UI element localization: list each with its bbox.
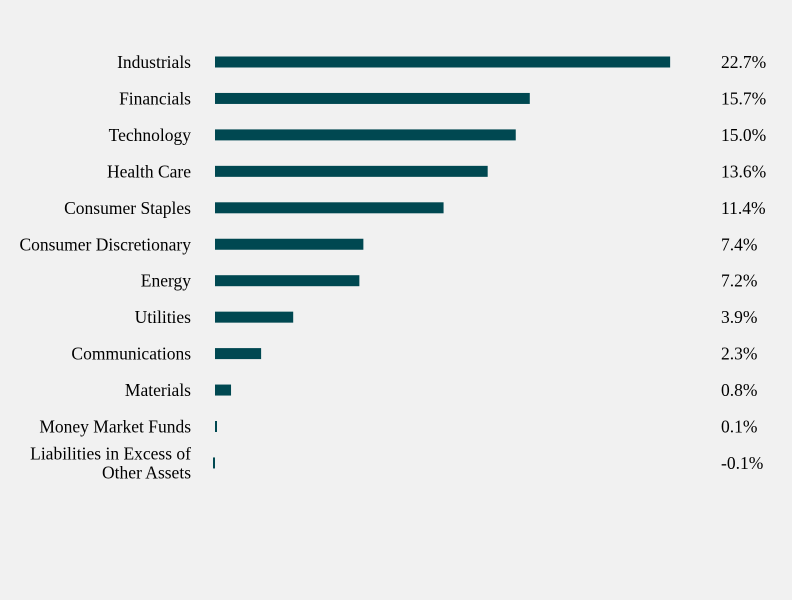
value-label-health-care: 13.6% xyxy=(721,161,766,181)
bar-liabilities-in-excess-of-other-assets xyxy=(212,457,215,469)
bar-health-care xyxy=(215,165,488,177)
bar-materials xyxy=(215,384,232,396)
bar-consumer-staples xyxy=(215,202,444,214)
category-label-line: Money Market Funds xyxy=(39,417,191,437)
value-label-liabilities-in-excess-of-other-assets: -0.1% xyxy=(721,453,763,473)
bar-money-market-funds xyxy=(215,421,218,432)
category-label-line: Consumer Staples xyxy=(64,198,191,218)
bar-consumer-discretionary xyxy=(215,238,364,250)
bar-financials xyxy=(215,92,530,104)
value-label-consumer-staples: 11.4% xyxy=(721,198,766,218)
category-label-line: Other Assets xyxy=(102,462,191,482)
category-label-utilities: Utilities xyxy=(135,307,192,327)
value-label-money-market-funds: 0.1% xyxy=(721,417,757,437)
category-label-liabilities-in-excess-of-other-assets: Liabilities in Excess of Other Assets xyxy=(30,443,191,482)
bar-communications xyxy=(215,348,262,360)
category-label-communications: Communications xyxy=(71,344,191,364)
value-label-utilities: 3.9% xyxy=(721,307,757,327)
category-label-money-market-funds: Money Market Funds xyxy=(39,417,191,437)
bar-energy xyxy=(215,275,360,287)
category-label-line: Consumer Discretionary xyxy=(19,234,191,254)
bars xyxy=(212,56,671,469)
category-label-line: Communications xyxy=(71,344,191,364)
value-label-technology: 15.0% xyxy=(721,125,766,145)
category-label-line: Technology xyxy=(109,125,192,145)
category-label-materials: Materials xyxy=(125,380,191,400)
bar-utilities xyxy=(215,311,294,323)
category-label-health-care: Health Care xyxy=(107,161,191,181)
category-labels: Industrials Financials Technology Health Ca… xyxy=(19,52,191,482)
category-label-line: Materials xyxy=(125,380,191,400)
value-labels: 22.7% 15.7% 15.0% 13.6% 11.4% 7.4% 7.2% 3.9% 2.3… xyxy=(721,52,766,473)
category-label-line: Health Care xyxy=(107,161,191,181)
category-label-technology: Technology xyxy=(109,125,192,145)
value-label-financials: 15.7% xyxy=(721,88,766,108)
category-label-consumer-discretionary: Consumer Discretionary xyxy=(19,234,191,254)
category-label-line: Utilities xyxy=(135,307,192,327)
bar-industrials xyxy=(215,56,671,68)
category-label-line: Energy xyxy=(141,271,191,291)
category-label-line: Financials xyxy=(119,88,191,108)
category-label-line: Industrials xyxy=(117,52,191,72)
category-label-financials: Financials xyxy=(119,88,191,108)
category-label-energy: Energy xyxy=(141,271,191,291)
category-label-consumer-staples: Consumer Staples xyxy=(64,198,191,218)
category-label-line: Liabilities in Excess of xyxy=(30,443,191,463)
value-label-energy: 7.2% xyxy=(721,271,757,291)
bar-technology xyxy=(215,129,516,141)
category-label-industrials: Industrials xyxy=(117,52,191,72)
value-label-industrials: 22.7% xyxy=(721,52,766,72)
value-label-consumer-discretionary: 7.4% xyxy=(721,234,757,254)
value-label-materials: 0.8% xyxy=(721,380,757,400)
value-label-communications: 2.3% xyxy=(721,344,757,364)
